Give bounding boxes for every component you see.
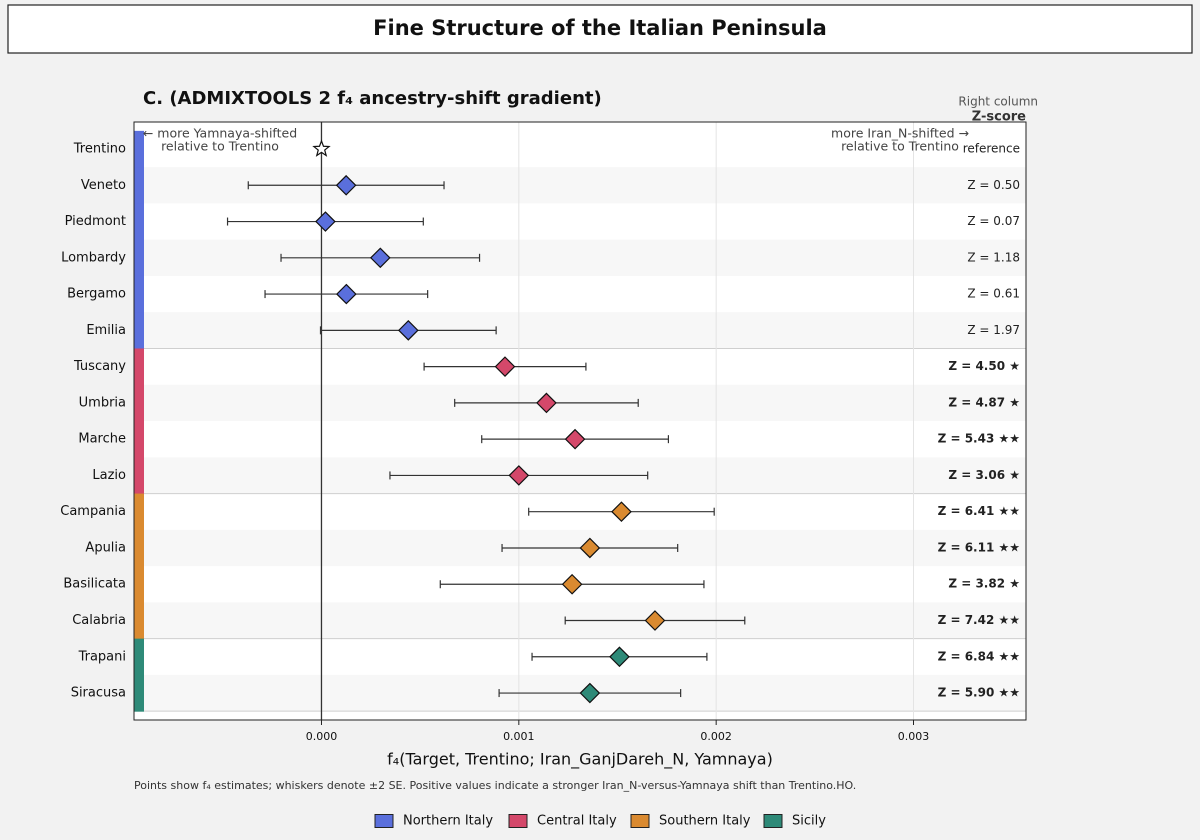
y-tick-label: Emilia <box>86 323 126 338</box>
estimate-marker <box>335 174 357 196</box>
x-tick-label: 0.003 <box>898 730 930 743</box>
legend-label: Central Italy <box>537 814 617 829</box>
group-strip <box>134 602 144 640</box>
x-axis-label: f₄(Target, Trentino; Iran_GanjDareh_N, Y… <box>387 750 773 770</box>
group-strip <box>134 638 144 676</box>
group-strip <box>134 457 144 495</box>
estimate-marker <box>335 283 357 305</box>
group-strip <box>134 312 144 349</box>
y-tick-label: Umbria <box>79 395 126 410</box>
estimate-marker <box>564 428 586 450</box>
group-strip <box>134 529 144 567</box>
estimate-marker <box>644 610 666 631</box>
estimate-marker <box>494 356 516 377</box>
y-tick-label: Campania <box>60 504 126 519</box>
annotation: ← more Yamnaya-shifted <box>143 126 297 141</box>
group-strip <box>134 348 144 386</box>
footnote: Points show f₄ estimates; whiskers denot… <box>134 779 856 792</box>
legend-swatch <box>508 814 528 828</box>
x-tick-label: 0.000 <box>306 730 338 743</box>
annotation: more Iran_N-shifted → <box>831 126 969 141</box>
z-label: Z = 4.50 ★ <box>948 359 1020 373</box>
z-label: Z = 3.06 ★ <box>948 468 1020 482</box>
right-column-title: Right column <box>958 95 1038 109</box>
z-label: Z = 0.61 <box>967 287 1020 301</box>
y-tick-label: Lombardy <box>61 250 126 265</box>
group-strip <box>134 421 144 458</box>
z-label: Z = 1.18 <box>967 250 1020 264</box>
plot-frame <box>133 121 1027 721</box>
group-strip <box>134 167 144 204</box>
z-label: Z = 6.84 ★★ <box>938 649 1020 663</box>
estimate-marker <box>536 392 557 414</box>
estimate-marker <box>397 320 419 341</box>
x-tick-label: 0.001 <box>503 730 535 743</box>
chart-title: C. (ADMIXTOOLS 2 f₄ ancestry-shift gradi… <box>143 88 602 109</box>
group-strip <box>134 203 144 241</box>
y-tick-label: Bergamo <box>67 287 126 302</box>
z-label: Z = 4.87 ★ <box>948 395 1020 409</box>
estimate-marker <box>561 573 583 595</box>
z-label: Z = 1.97 <box>967 323 1020 337</box>
group-strip <box>134 493 144 531</box>
y-tick-label: Marche <box>78 432 126 447</box>
estimate-marker <box>609 646 630 668</box>
legend-label: Southern Italy <box>659 814 751 829</box>
y-tick-label: Calabria <box>72 613 126 628</box>
z-label: Z = 6.11 ★★ <box>938 540 1020 554</box>
estimate-marker <box>579 537 601 559</box>
y-tick-label: Siracusa <box>71 686 126 701</box>
y-tick-label: Lazio <box>92 468 126 483</box>
title-box <box>7 4 1193 54</box>
reference-marker <box>312 139 331 157</box>
x-tick-label: 0.002 <box>700 730 732 743</box>
annotation: relative to Trentino <box>161 139 279 154</box>
z-label: Z = 0.07 <box>967 214 1020 228</box>
right-column-header: Z-score <box>972 110 1026 125</box>
row-band <box>144 312 1026 349</box>
group-strip <box>134 384 144 422</box>
y-tick-label: Trentino <box>73 142 126 157</box>
z-label: Z = 5.90 ★★ <box>938 686 1020 700</box>
estimate-marker <box>369 247 391 269</box>
z-label: Z = 6.41 ★★ <box>938 504 1020 518</box>
page-title: Fine Structure of the Italian Peninsula <box>373 16 827 40</box>
legend-swatch <box>374 814 394 828</box>
y-tick-label: Basilicata <box>63 577 126 592</box>
y-tick-label: Tuscany <box>73 359 126 374</box>
z-label: Z = 3.82 ★ <box>948 577 1020 591</box>
z-label: Z = 5.43 ★★ <box>938 432 1020 446</box>
y-tick-label: Trapani <box>78 649 126 664</box>
estimate-marker <box>508 465 530 486</box>
estimate-marker <box>315 211 336 232</box>
legend-label: Sicily <box>792 814 826 829</box>
y-tick-label: Apulia <box>85 540 126 555</box>
group-strip <box>134 239 144 277</box>
row-band <box>144 239 1026 276</box>
annotation: relative to Trentino <box>841 139 959 154</box>
group-strip <box>134 674 144 712</box>
z-label: Z = 0.50 <box>967 178 1020 192</box>
group-strip <box>134 275 144 313</box>
z-label: reference <box>963 142 1020 156</box>
y-tick-label: Piedmont <box>65 214 126 229</box>
group-strip <box>134 566 144 603</box>
z-label: Z = 7.42 ★★ <box>938 613 1020 627</box>
group-strip <box>134 130 144 168</box>
estimate-marker <box>611 501 632 523</box>
legend-label: Northern Italy <box>403 814 493 829</box>
y-tick-label: Veneto <box>81 178 126 193</box>
estimate-marker <box>579 682 601 704</box>
legend-swatch <box>630 814 650 828</box>
legend-swatch <box>763 814 783 828</box>
